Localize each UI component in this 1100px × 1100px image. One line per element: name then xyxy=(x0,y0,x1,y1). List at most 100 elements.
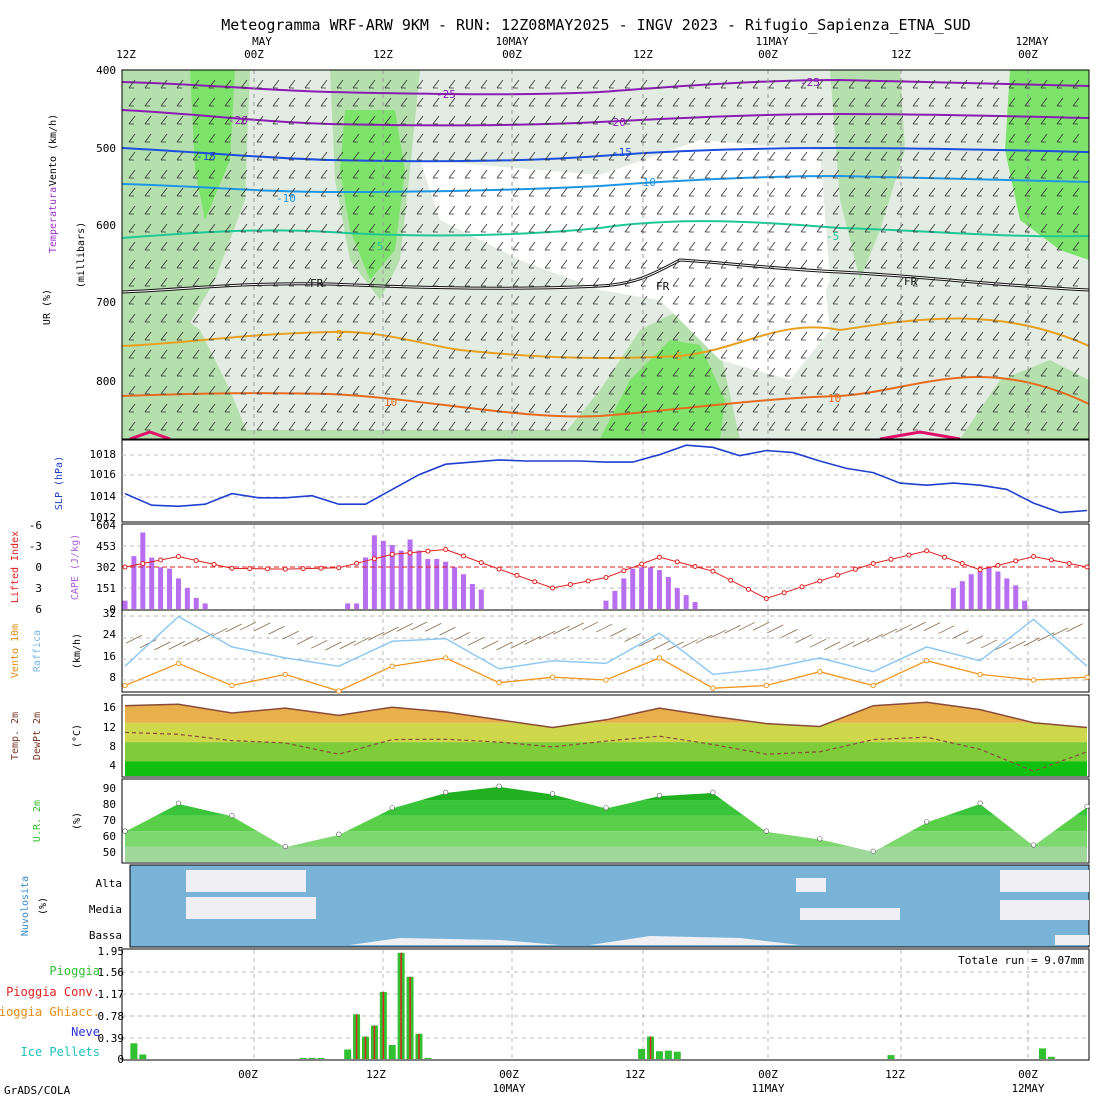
wind-arrow xyxy=(382,626,399,636)
wind-barb xyxy=(784,187,792,197)
wind-point xyxy=(282,671,289,678)
wind-barb xyxy=(192,259,200,269)
wind-barb xyxy=(912,313,920,323)
wind-barb xyxy=(240,295,248,305)
wind-barb xyxy=(768,223,776,233)
top-date-label: 12MAY xyxy=(1015,35,1048,48)
wind-barb xyxy=(464,385,472,395)
wind-barb xyxy=(640,313,648,323)
wind-barb xyxy=(688,115,696,125)
wind-barb xyxy=(992,403,1000,413)
axis-label: CAPE (J/kg) xyxy=(70,534,81,600)
wind-barb xyxy=(1024,421,1032,431)
wind-barb xyxy=(304,313,312,323)
wind-barb xyxy=(672,223,680,233)
wind-barb xyxy=(288,331,296,341)
wind-barb xyxy=(816,187,824,197)
wind-barb xyxy=(720,169,728,179)
wind-barb xyxy=(240,241,248,251)
wind-barb xyxy=(512,421,520,431)
wind-barb xyxy=(272,421,280,431)
wind-barb xyxy=(288,367,296,377)
cape-bar xyxy=(380,540,386,609)
wind-barb xyxy=(896,115,904,125)
wind-barb xyxy=(160,349,168,359)
wind-barb xyxy=(224,385,232,395)
wind-barb xyxy=(400,349,408,359)
y-tick: 500 xyxy=(96,142,116,155)
wind-barb xyxy=(240,313,248,323)
wind-barb xyxy=(688,79,696,89)
wind-barb xyxy=(480,331,488,341)
wind-barb xyxy=(1056,223,1064,233)
wind-barb xyxy=(816,223,824,233)
wind-barb xyxy=(832,349,840,359)
rh-point xyxy=(443,789,449,796)
wind-barb xyxy=(272,349,280,359)
wind-barb xyxy=(528,313,536,323)
wind-barb xyxy=(1072,151,1080,161)
wind-barb xyxy=(720,295,728,305)
y-tick: 0 xyxy=(109,603,116,616)
wind-barb xyxy=(384,79,392,89)
wind-barb xyxy=(944,331,952,341)
wind-barb xyxy=(752,349,760,359)
wind-barb xyxy=(160,205,168,215)
bottom-hour-label: 00Z xyxy=(238,1068,258,1081)
wind-barb xyxy=(352,295,360,305)
wind-barb xyxy=(336,133,344,143)
wind-barb xyxy=(1008,241,1016,251)
rh-point xyxy=(603,805,609,811)
wind-barb xyxy=(320,223,328,233)
wind-barb xyxy=(624,385,632,395)
wind-barb xyxy=(128,277,136,287)
wind-barb xyxy=(896,295,904,305)
wind-barb xyxy=(896,385,904,395)
wind-barb xyxy=(960,385,968,395)
wind-barb xyxy=(784,169,792,179)
wind-barb xyxy=(240,187,248,197)
wind-barb xyxy=(768,187,776,197)
wind-point xyxy=(1030,677,1037,683)
wind-barb xyxy=(544,277,552,287)
wind-barb xyxy=(400,115,408,125)
wind-barb xyxy=(864,133,872,143)
lifted-index-point xyxy=(140,561,146,566)
wind-barb xyxy=(464,223,472,233)
precip-panel: Totale run = 9.07mm 1.95 1.56 1.17 0.78 … xyxy=(0,945,1090,1066)
wind-barb xyxy=(240,421,248,431)
wind-barb xyxy=(512,277,520,287)
wind-barb xyxy=(896,205,904,215)
wind-barb xyxy=(560,97,568,107)
wind-barb xyxy=(304,223,312,233)
wind-barb xyxy=(1024,349,1032,359)
wind-arrow xyxy=(368,631,385,641)
wind-barb xyxy=(144,421,152,431)
wind-barb xyxy=(528,277,536,287)
wind-barb xyxy=(1056,133,1064,143)
lifted-index-point xyxy=(1048,557,1054,563)
wind-barb xyxy=(784,313,792,323)
wind-barb xyxy=(384,331,392,341)
wind-barb xyxy=(144,151,152,161)
wind-barb xyxy=(1072,115,1080,125)
wind-barb xyxy=(864,277,872,287)
wind-arrow xyxy=(453,631,470,641)
wind-barb xyxy=(192,151,200,161)
wind-barb xyxy=(1072,313,1080,323)
wind-barb xyxy=(576,97,584,107)
wind-barb xyxy=(464,169,472,179)
wind-barb xyxy=(736,97,744,107)
wind-barb xyxy=(768,385,776,395)
wind-barb xyxy=(272,367,280,377)
wind-barb xyxy=(528,385,536,395)
wind-barb xyxy=(544,403,552,413)
y-tick: 1.95 xyxy=(98,945,125,958)
cape-bar xyxy=(140,532,146,609)
wind-barb xyxy=(128,79,136,89)
wind-barb xyxy=(448,133,456,143)
wind-barb xyxy=(496,205,504,215)
wind-barb xyxy=(896,97,904,107)
wind-barb xyxy=(176,133,184,143)
wind-barb xyxy=(208,151,216,161)
